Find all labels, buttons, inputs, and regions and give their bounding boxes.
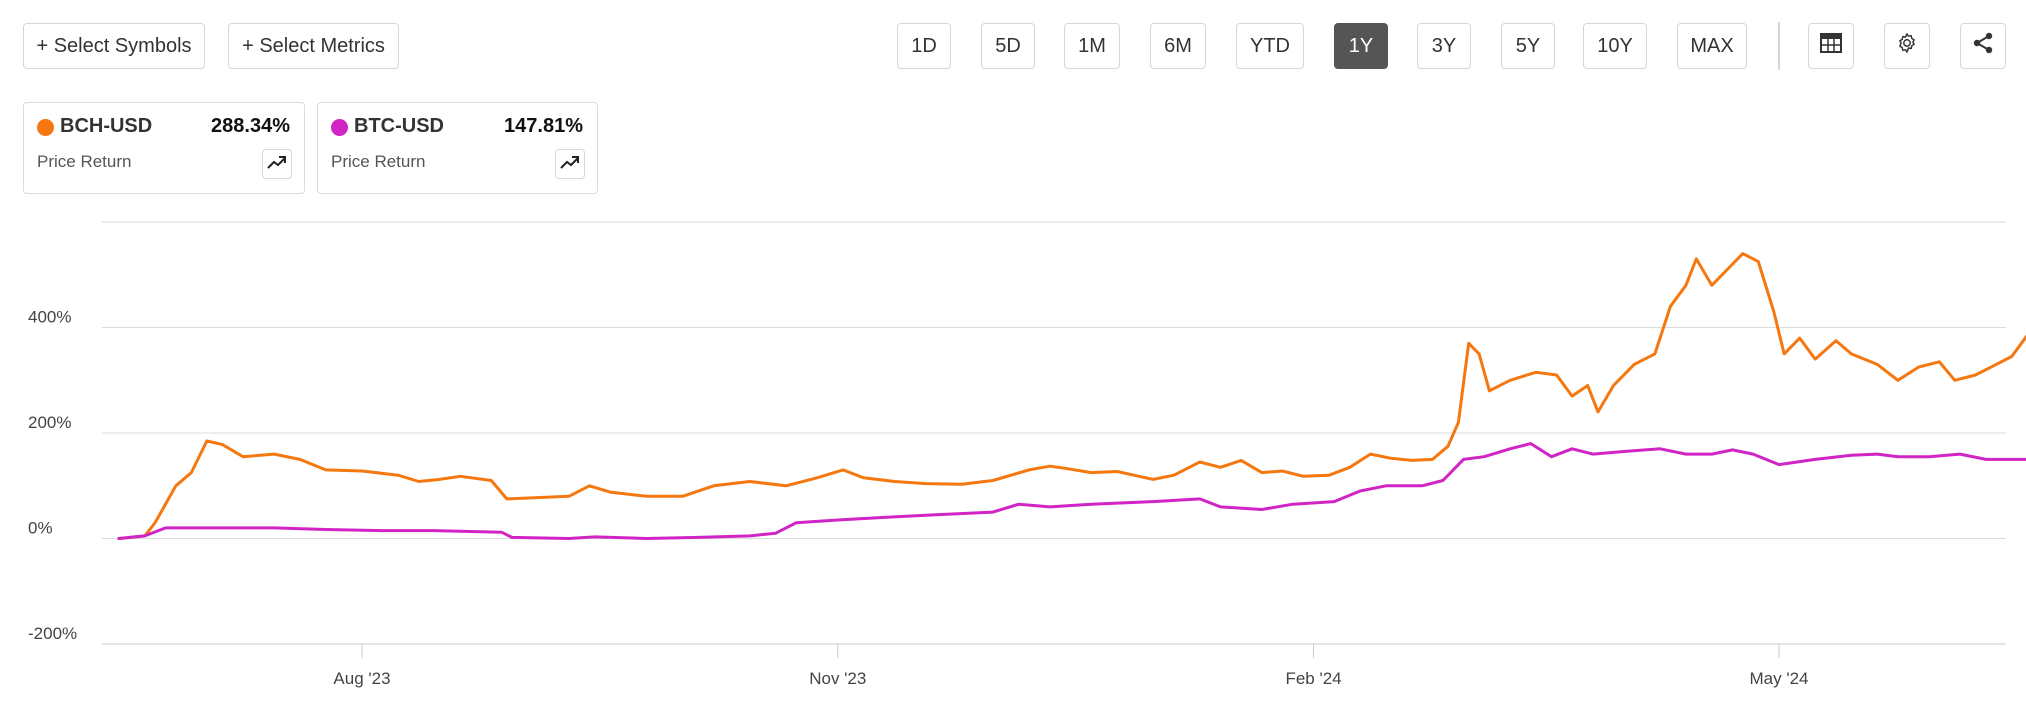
range-button-10y[interactable]: 10Y <box>1583 23 1647 69</box>
select-symbols-button[interactable]: + Select Symbols <box>23 23 205 69</box>
gridlines <box>102 221 2006 645</box>
y-tick-label: -200% <box>28 624 77 643</box>
series-color-dot <box>331 119 348 136</box>
x-tick-label: Nov '23 <box>809 669 866 688</box>
y-axis: 400% 200% 0% -200% <box>28 308 77 644</box>
share-button[interactable] <box>1960 23 2006 69</box>
metric-label: Price Return <box>37 152 132 171</box>
return-value: 288.34% <box>211 115 290 137</box>
y-tick-label: 200% <box>28 413 71 432</box>
symbol-card-btc[interactable]: BTC-USD 147.81% Price Return <box>317 102 598 194</box>
gear-icon <box>1896 32 1918 60</box>
range-button-6m[interactable]: 6M <box>1150 23 1206 69</box>
x-tick-label: Feb '24 <box>1285 669 1341 688</box>
toolbar-divider <box>1778 22 1780 70</box>
x-tick-label: Aug '23 <box>333 669 390 688</box>
toolbar: + Select Symbols + Select Metrics 1D 5D … <box>0 0 2026 90</box>
series-color-dot <box>37 119 54 136</box>
symbol-card-bch[interactable]: BCH-USD 288.34% Price Return <box>23 102 305 194</box>
settings-button[interactable] <box>1884 23 1930 69</box>
series-lines <box>117 252 2026 540</box>
trend-button[interactable] <box>555 149 585 179</box>
range-button-5d[interactable]: 5D <box>981 23 1035 69</box>
select-metrics-button[interactable]: + Select Metrics <box>228 23 399 69</box>
range-button-1m[interactable]: 1M <box>1064 23 1120 69</box>
range-button-ytd[interactable]: YTD <box>1236 23 1304 69</box>
y-tick-label: 400% <box>28 308 71 327</box>
table-icon <box>1820 33 1842 59</box>
table-view-button[interactable] <box>1808 23 1854 69</box>
return-value: 147.81% <box>504 115 583 137</box>
series-line-bch-usd[interactable] <box>117 252 2026 540</box>
trending-up-icon <box>267 155 287 174</box>
range-button-max[interactable]: MAX <box>1677 23 1747 69</box>
share-icon <box>1971 31 1995 61</box>
trending-up-icon <box>560 155 580 174</box>
trend-button[interactable] <box>262 149 292 179</box>
range-button-3y[interactable]: 3Y <box>1417 23 1471 69</box>
price-return-chart[interactable]: 400% 200% 0% -200% Aug '23 Nov '23 Feb '24 May… <box>0 200 2026 705</box>
symbol-label: BTC-USD <box>354 115 444 137</box>
x-axis: Aug '23 Nov '23 Feb '24 May '24 <box>333 644 1809 688</box>
y-tick-label: 0% <box>28 519 53 538</box>
range-button-1y[interactable]: 1Y <box>1334 23 1388 69</box>
range-button-1d[interactable]: 1D <box>897 23 951 69</box>
symbol-label: BCH-USD <box>60 115 153 137</box>
metric-label: Price Return <box>331 152 426 171</box>
x-tick-label: May '24 <box>1750 669 1809 688</box>
range-button-5y[interactable]: 5Y <box>1501 23 1555 69</box>
series-line-btc-usd[interactable] <box>117 442 2026 540</box>
